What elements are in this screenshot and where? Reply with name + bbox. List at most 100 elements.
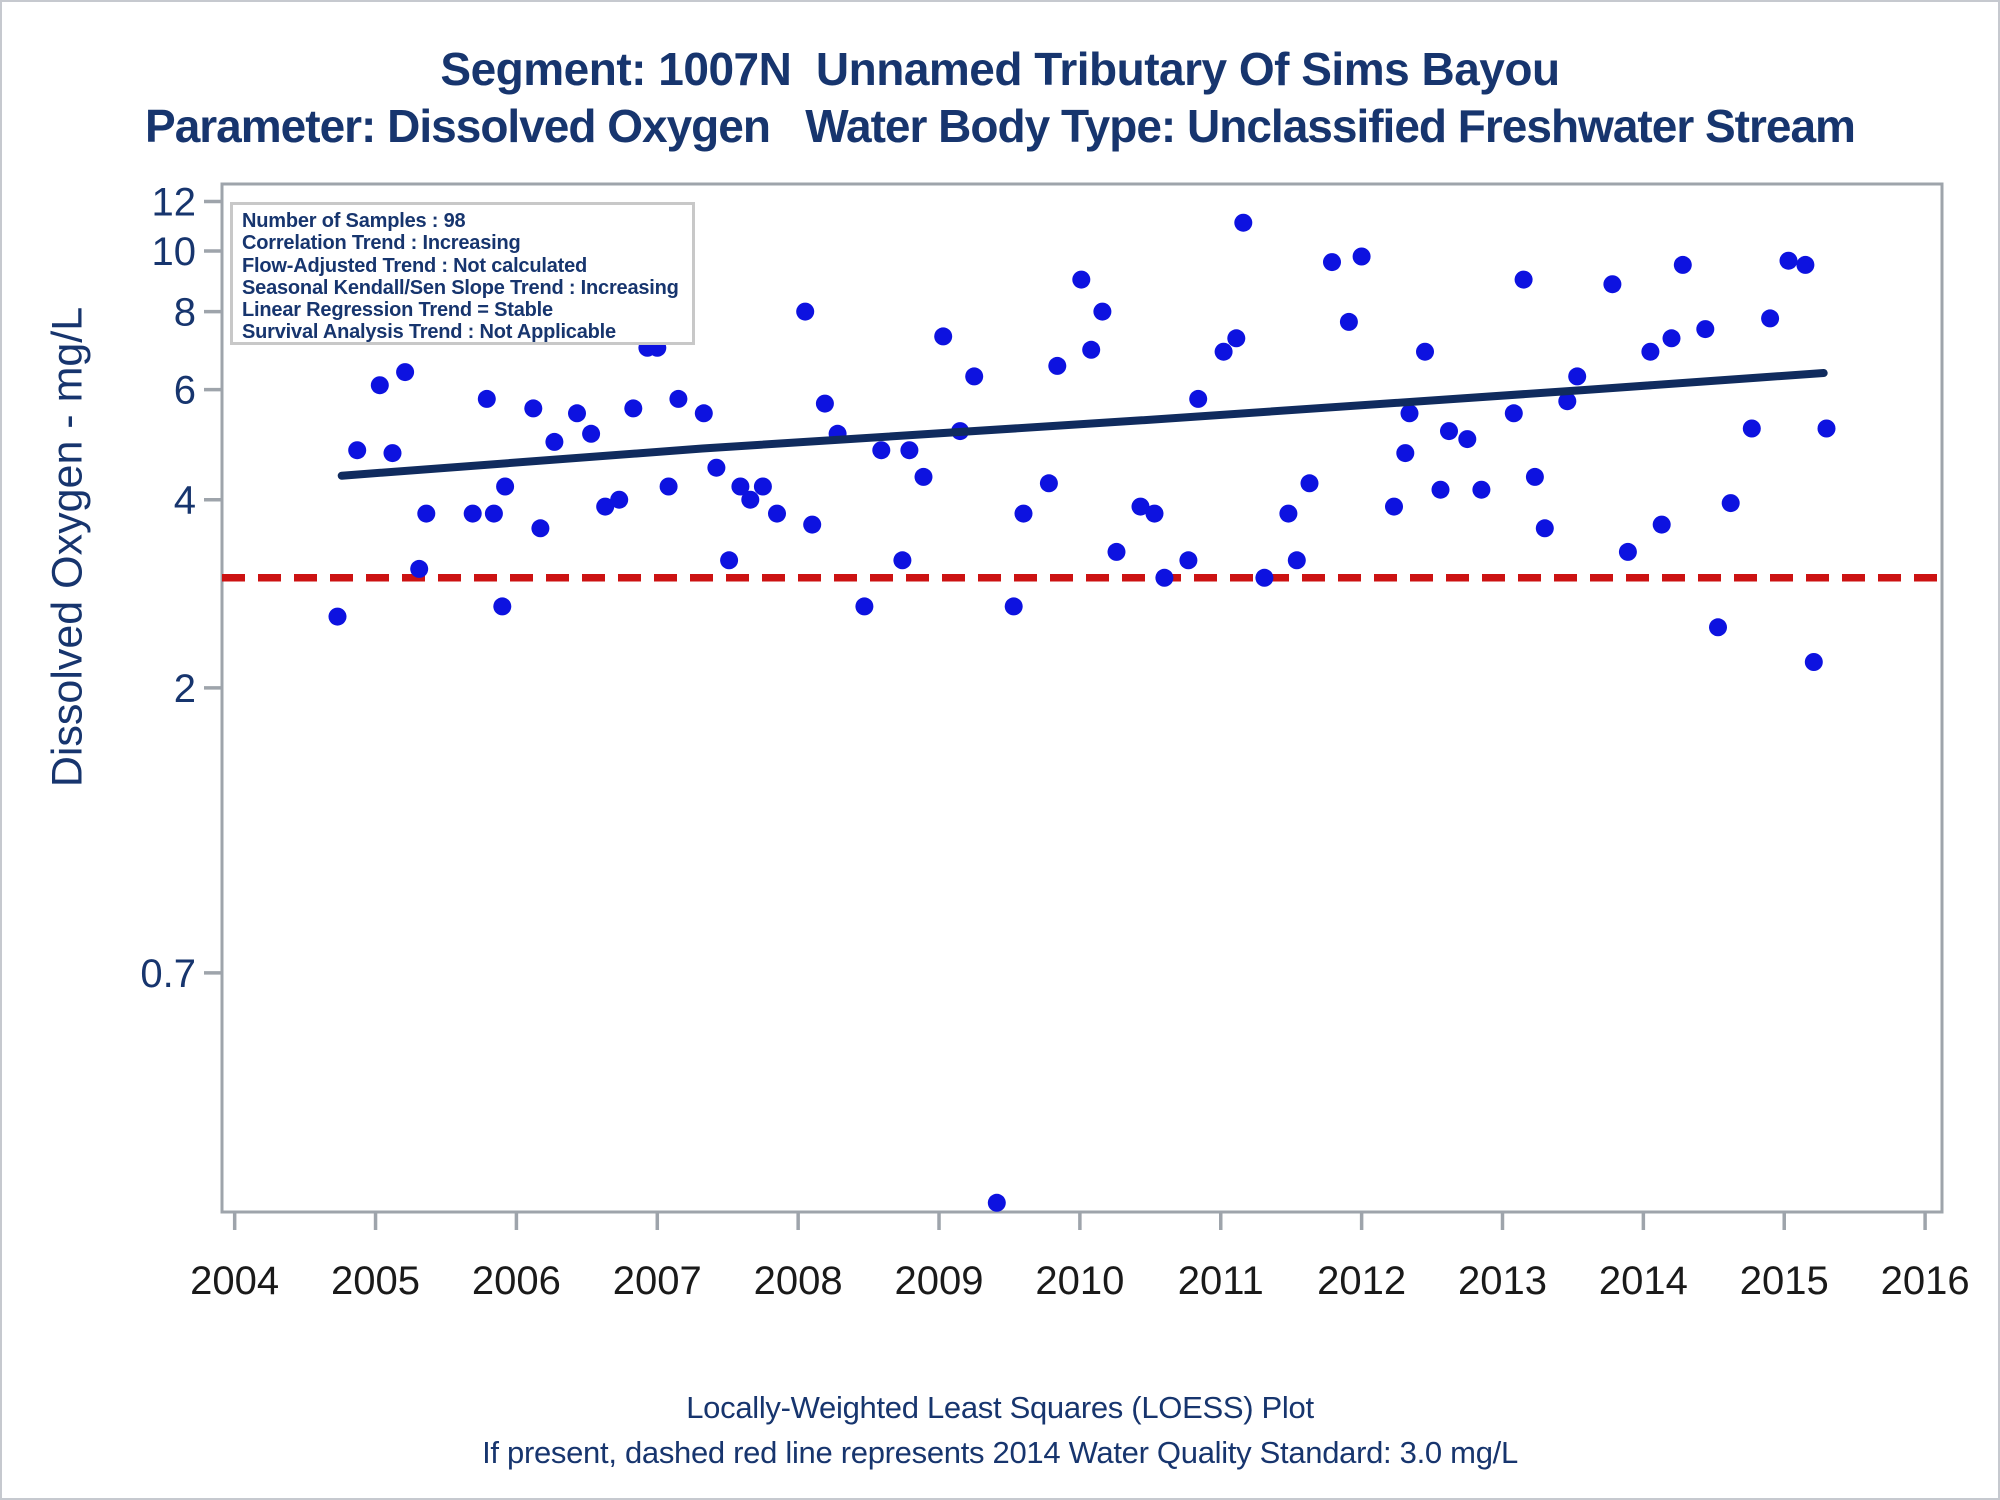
data-point [1525, 467, 1544, 486]
data-point [545, 432, 564, 451]
data-point [1568, 367, 1587, 386]
data-point [1300, 474, 1319, 493]
data-point [396, 363, 415, 382]
data-point [348, 441, 367, 460]
data-point [1093, 302, 1112, 321]
y-tick-label: 10 [152, 230, 197, 274]
data-point [1804, 653, 1823, 671]
data-point [477, 389, 496, 408]
footer-standard-note: If present, dashed red line represents 2… [482, 1435, 1518, 1470]
data-point [803, 515, 822, 534]
data-point [1227, 329, 1246, 348]
data-point [496, 477, 515, 496]
page-subtitle: Parameter: Dissolved Oxygen Water Body T… [145, 100, 1856, 152]
stat-survival-analysis-trend: Survival Analysis Trend : Not Applicable [242, 321, 616, 344]
footer-plot-type: Locally-Weighted Least Squares (LOESS) P… [686, 1390, 1314, 1425]
data-point [1514, 270, 1533, 289]
data-point [1618, 542, 1637, 561]
data-point [1796, 255, 1815, 274]
y-tick-label: 6 [174, 369, 196, 413]
data-point [1440, 422, 1458, 441]
data-point [1131, 497, 1150, 516]
x-tick-label: 2014 [1599, 1259, 1688, 1303]
y-tick-label: 0.7 [140, 952, 196, 996]
loess-line [337, 369, 1828, 480]
stat-linear-regression-trend: Linear Regression Trend = Stable [242, 299, 553, 322]
data-point [1662, 329, 1681, 348]
data-point [1721, 494, 1740, 513]
data-point [893, 551, 912, 570]
data-point [1396, 444, 1415, 463]
data-point [493, 597, 512, 616]
data-point [934, 327, 953, 346]
y-tick-label: 8 [174, 291, 196, 335]
data-point [1696, 320, 1715, 339]
data-point [1014, 504, 1033, 523]
data-point [596, 497, 615, 516]
data-point [872, 441, 891, 460]
data-point [1673, 255, 1692, 274]
data-point [410, 559, 429, 578]
data-point [1742, 419, 1761, 438]
page-title: Segment: 1007N Unnamed Tributary Of Sims… [440, 43, 1560, 95]
data-point [1234, 213, 1253, 232]
stat-number-of-samples: Number of Samples : 98 [242, 210, 466, 232]
data-point [1458, 430, 1477, 449]
data-point [524, 399, 543, 418]
data-point [1817, 419, 1836, 438]
x-tick-label: 2012 [1317, 1259, 1406, 1303]
stat-flow-adjusted-trend: Flow-Adjusted Trend : Not calculated [242, 254, 588, 277]
x-tick-label: 2010 [1035, 1259, 1124, 1303]
data-point [669, 389, 688, 408]
x-tick-label: 2011 [1178, 1259, 1264, 1303]
data-point [417, 504, 436, 523]
x-tick-label: 2008 [754, 1259, 843, 1303]
data-point [753, 477, 772, 496]
x-tick-label: 2009 [895, 1259, 984, 1303]
data-point [1082, 340, 1101, 359]
x-tick-label: 2006 [472, 1259, 561, 1303]
data-point [1339, 312, 1358, 331]
data-point [1155, 568, 1174, 587]
data-point [610, 490, 629, 509]
data-point [720, 551, 739, 570]
data-point [741, 490, 760, 509]
data-point [855, 597, 874, 616]
data-point [707, 458, 726, 477]
data-point [1603, 275, 1622, 294]
data-point [1107, 542, 1126, 561]
data-point [768, 504, 786, 523]
data-point [796, 302, 815, 321]
data-point [914, 467, 933, 486]
data-point [1558, 392, 1577, 411]
data-point [463, 504, 482, 523]
data-point [1761, 309, 1780, 328]
data-point [1779, 251, 1798, 270]
data-point [1287, 551, 1306, 570]
data-point [694, 404, 713, 423]
data-point [1431, 480, 1450, 499]
data-point [1039, 474, 1058, 493]
data-point [328, 607, 347, 626]
data-point [370, 376, 389, 395]
data-point [582, 424, 601, 443]
x-tick-label: 2015 [1740, 1259, 1829, 1303]
data-point [1072, 270, 1091, 289]
data-point [1652, 515, 1671, 534]
stat-seasonal-kendall-trend: Seasonal Kendall/Sen Slope Trend : Incre… [242, 276, 679, 299]
y-tick-label: 12 [152, 181, 197, 225]
data-point [1323, 253, 1341, 272]
data-point [531, 519, 550, 538]
data-point [383, 444, 402, 463]
data-point [484, 504, 503, 523]
data-point [1352, 247, 1371, 266]
data-point [568, 404, 586, 423]
data-point [1504, 404, 1523, 423]
data-point [1472, 480, 1491, 499]
data-point [659, 477, 678, 496]
data-point [815, 394, 834, 413]
data-point [987, 1193, 1006, 1212]
data-point [1709, 618, 1727, 637]
